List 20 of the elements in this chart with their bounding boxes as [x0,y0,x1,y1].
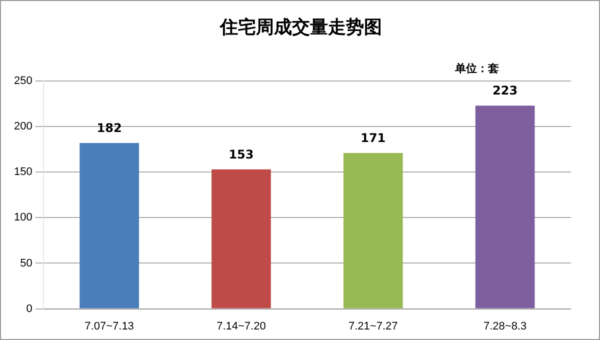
chart-title: 住宅周成交量走势图 [218,16,383,39]
y-tick-label: 0 [26,302,32,315]
data-label: 171 [360,131,386,146]
data-label: 153 [228,148,254,162]
data-label: 223 [492,84,518,98]
x-tick-label: 7.07~7.13 [84,320,134,332]
text: 单位：套 [455,61,499,76]
bar [80,142,139,308]
bar [475,106,535,308]
x-tick-label: 7.21~7.27 [348,320,398,332]
y-tick-label: 150 [14,166,32,178]
data-label: 182 [96,121,122,136]
y-tick-label: 200 [14,120,32,133]
y-tick-label: 250 [14,75,32,88]
y-tick-label: 50 [20,257,32,270]
x-tick-label: 7.28~8.3 [483,320,527,332]
bar [212,169,271,308]
x-tick-label: 7.14~7.20 [216,320,266,332]
bar [343,152,403,308]
y-tick-label: 100 [14,212,32,224]
